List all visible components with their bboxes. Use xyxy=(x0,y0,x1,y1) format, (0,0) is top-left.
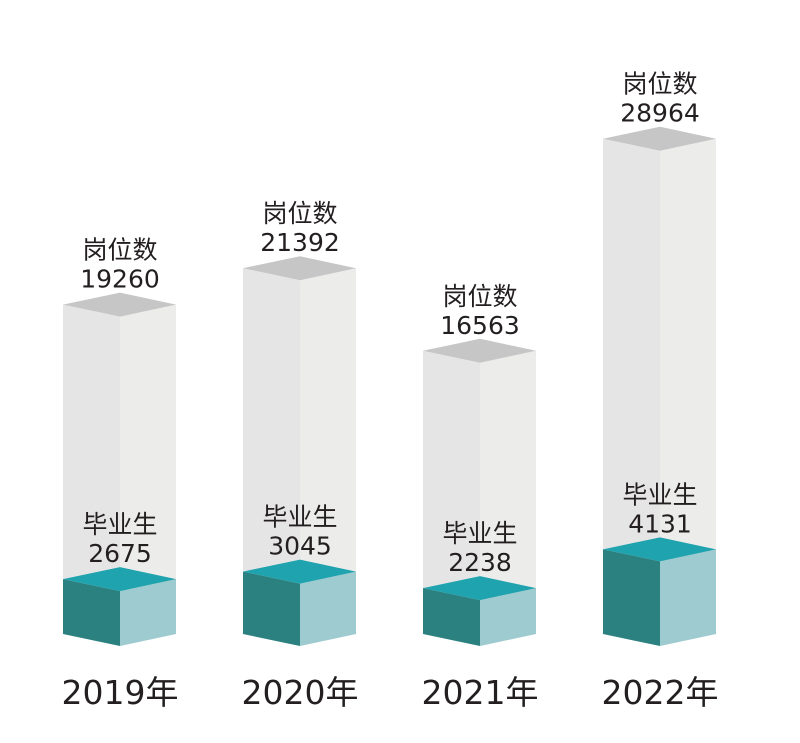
grads-label-name: 毕业生 xyxy=(622,480,697,509)
jobs-value-label: 19260 xyxy=(80,265,160,294)
bar-jobs-3-side xyxy=(660,138,716,646)
bar-jobs-0-front xyxy=(63,304,120,646)
x-tick-label: 2022年 xyxy=(602,673,719,712)
bar-grads-2-side xyxy=(480,588,536,646)
jobs-label-name: 岗位数 xyxy=(262,199,337,228)
bar-grads-1-front xyxy=(243,571,300,646)
bar-jobs-2-side xyxy=(480,350,536,646)
grads-value-label: 2238 xyxy=(448,548,512,577)
x-tick-label: 2019年 xyxy=(62,673,179,712)
x-tick-label: 2020年 xyxy=(242,673,359,712)
bar-grads-2-front xyxy=(423,588,480,646)
bar-jobs-1-top xyxy=(243,256,356,281)
bar-grads-0-top xyxy=(63,567,176,592)
bar-grads-3-top xyxy=(603,537,716,562)
jobs-value-label: 28964 xyxy=(620,99,700,128)
grads-value-label: 2675 xyxy=(88,539,152,568)
bar-grads-1-side xyxy=(300,571,356,646)
jobs-label-name: 岗位数 xyxy=(442,282,517,311)
bar-grads-0-side xyxy=(120,579,176,646)
bar-jobs-1-side xyxy=(300,268,356,646)
bar-jobs-3-front xyxy=(603,138,660,646)
jobs-value-label: 16563 xyxy=(440,311,520,340)
bar-jobs-3-top xyxy=(603,126,716,151)
jobs-label-name: 岗位数 xyxy=(82,236,157,265)
bar-grads-3-front xyxy=(603,549,660,646)
jobs-label-name: 岗位数 xyxy=(622,70,697,99)
bar-grads-1-top xyxy=(243,559,356,584)
bar-jobs-2-front xyxy=(423,350,480,646)
bar-grads-3-side xyxy=(660,549,716,646)
bar-grads-2-top xyxy=(423,576,536,601)
x-tick-label: 2021年 xyxy=(422,673,539,712)
bar-jobs-0-top xyxy=(63,292,176,317)
bar-jobs-2-top xyxy=(423,338,536,363)
grads-label-name: 毕业生 xyxy=(82,510,157,539)
grads-value-label: 3045 xyxy=(268,532,332,561)
grads-label-name: 毕业生 xyxy=(262,503,337,532)
bar-jobs-0-side xyxy=(120,304,176,646)
jobs-value-label: 21392 xyxy=(260,228,340,257)
bar-grads-0-front xyxy=(63,579,120,646)
grads-value-label: 4131 xyxy=(628,509,692,538)
bars-layer xyxy=(63,126,716,646)
bar-jobs-1-front xyxy=(243,268,300,646)
grads-label-name: 毕业生 xyxy=(442,519,517,548)
labels-layer: 岗位数19260毕业生26752019年岗位数21392毕业生30452020年… xyxy=(62,70,719,712)
